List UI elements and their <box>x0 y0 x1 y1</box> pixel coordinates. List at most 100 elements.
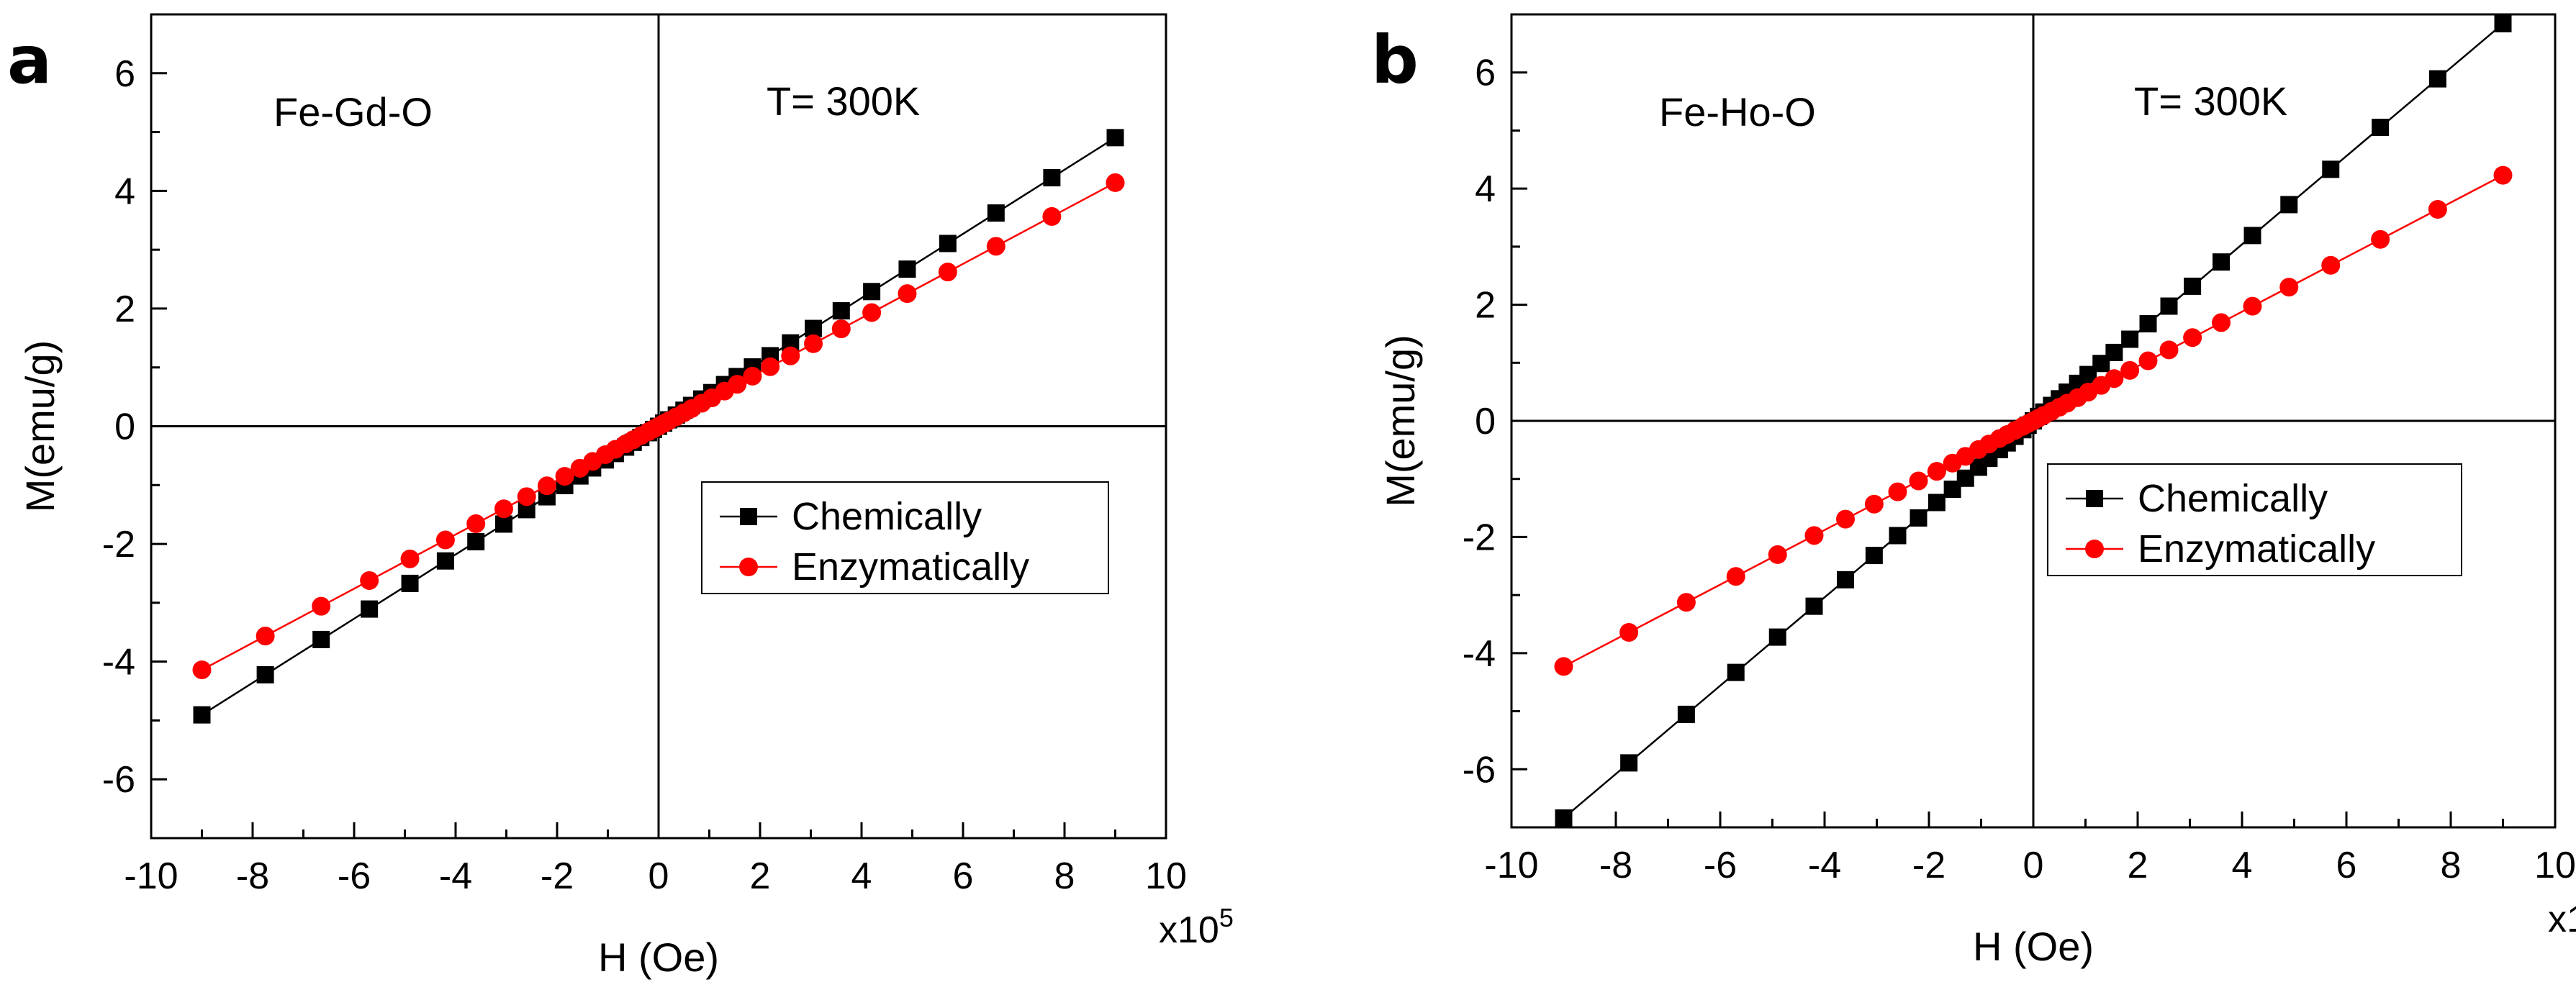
data-point-circle <box>360 571 379 590</box>
data-point-circle <box>1927 462 1946 481</box>
x-multiplier-base: x10 <box>2548 899 2576 940</box>
data-point-square <box>2322 160 2340 178</box>
legend-circle-marker <box>739 558 758 576</box>
data-point-square <box>1677 705 1695 723</box>
temperature-annotation: T= 300K <box>2134 78 2287 124</box>
y-tick-label: 2 <box>114 288 135 330</box>
x-axis-multiplier: x105 <box>2548 892 2576 940</box>
data-point-square <box>1837 571 1854 588</box>
x-tick-label: -2 <box>1912 845 1945 886</box>
data-point-circle <box>435 530 455 550</box>
data-point-circle <box>2212 313 2231 332</box>
data-point-square <box>256 665 274 683</box>
legend-label: Chemically <box>2138 477 2328 520</box>
y-tick-label: -6 <box>1463 749 1496 791</box>
data-point-circle <box>2493 165 2513 185</box>
x-tick-label: 0 <box>648 855 669 897</box>
data-point-circle <box>1726 567 1745 586</box>
data-point-circle <box>192 660 212 680</box>
data-point-circle <box>1554 657 1573 676</box>
sample-annotation: Fe-Ho-O <box>1659 89 1816 135</box>
y-tick-label: -2 <box>102 524 135 565</box>
legend-label: Enzymatically <box>2138 527 2375 571</box>
data-point-circle <box>400 549 420 568</box>
sample-annotation: Fe-Gd-O <box>274 89 433 135</box>
data-point-square <box>898 260 916 278</box>
x-multiplier-base: x10 <box>1159 909 1219 951</box>
y-tick-label: 6 <box>1475 53 1496 94</box>
data-point-circle <box>781 346 800 365</box>
data-point-circle <box>2159 340 2179 360</box>
legend-label: Chemically <box>792 495 982 538</box>
y-tick-label: 0 <box>114 406 135 448</box>
legend-square-marker <box>2086 490 2103 507</box>
series-enzymatically <box>1554 165 2513 676</box>
data-point-square <box>805 319 823 337</box>
x-tick-label: -2 <box>541 855 574 897</box>
data-point-circle <box>537 476 556 496</box>
data-point-circle <box>804 334 823 353</box>
legend-label: Enzymatically <box>792 545 1029 588</box>
data-point-circle <box>938 263 957 282</box>
x-tick-label: -4 <box>1808 845 1841 886</box>
data-point-circle <box>2279 278 2299 297</box>
data-point-square <box>2160 297 2178 315</box>
data-point-circle <box>1676 593 1696 612</box>
data-point-circle <box>2321 255 2341 275</box>
data-point-circle <box>517 487 536 506</box>
x-axis-label: H (Oe) <box>1973 924 2094 969</box>
x-tick-label: 4 <box>851 855 872 897</box>
data-point-circle <box>743 366 762 386</box>
data-point-circle <box>1042 206 1062 226</box>
x-tick-label: 4 <box>2232 845 2253 886</box>
data-point-square <box>2139 315 2157 333</box>
data-point-circle <box>2371 229 2390 249</box>
legend: Chemically Enzymatically <box>2047 463 2462 576</box>
x-tick-label: 6 <box>953 855 974 897</box>
data-point-square <box>2079 365 2097 383</box>
data-point-circle <box>831 319 851 339</box>
data-point-circle <box>2138 351 2158 371</box>
y-tick-label: 2 <box>1475 285 1496 327</box>
data-point-square <box>2494 14 2512 32</box>
data-point-square <box>863 283 881 301</box>
legend-box <box>2047 463 2462 576</box>
data-point-square <box>1928 494 1945 512</box>
data-point-square <box>312 630 330 648</box>
x-tick-label: 2 <box>2128 845 2148 886</box>
y-tick-label: 4 <box>1475 168 1496 210</box>
data-point-square <box>2243 227 2261 245</box>
data-point-circle <box>2428 199 2447 219</box>
x-multiplier-exponent: 5 <box>1219 903 1234 932</box>
x-axis-label: H (Oe) <box>598 935 719 980</box>
x-tick-label: 10 <box>2534 845 2576 886</box>
x-tick-label: 0 <box>2023 845 2044 886</box>
data-point-circle <box>2105 369 2124 388</box>
panel-label: a <box>7 22 52 99</box>
data-point-square <box>467 532 485 550</box>
data-point-square <box>494 515 512 533</box>
data-point-square <box>1043 169 1061 187</box>
data-point-square <box>193 706 211 724</box>
data-point-square <box>2280 196 2298 214</box>
x-axis-multiplier: x105 <box>1159 903 1234 951</box>
data-point-circle <box>256 627 275 646</box>
y-tick-label: -4 <box>102 642 135 683</box>
data-point-circle <box>1888 482 1907 501</box>
data-point-circle <box>2183 328 2202 347</box>
data-point-square <box>2184 277 2202 295</box>
panel-label: b <box>1371 22 1419 99</box>
y-axis-label: M(emu/g) <box>1378 335 1423 507</box>
data-point-square <box>1555 809 1573 827</box>
temperature-annotation: T= 300K <box>767 78 920 124</box>
data-point-square <box>1805 597 1823 615</box>
y-tick-label: 4 <box>114 171 135 212</box>
data-point-square <box>1727 663 1745 681</box>
data-point-square <box>361 600 379 618</box>
x-tick-label: -4 <box>439 855 472 897</box>
x-tick-label: -6 <box>1704 845 1737 886</box>
data-point-square <box>2428 70 2446 88</box>
data-point-square <box>832 302 850 320</box>
x-tick-label: 2 <box>750 855 771 897</box>
data-point-circle <box>2243 296 2262 316</box>
